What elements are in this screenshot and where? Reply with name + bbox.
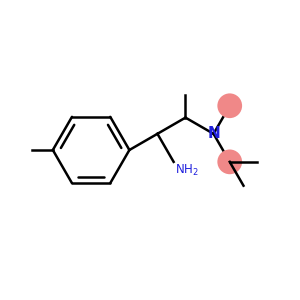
Text: N: N xyxy=(207,126,220,141)
Circle shape xyxy=(218,149,242,174)
Text: NH$_2$: NH$_2$ xyxy=(175,163,199,178)
Circle shape xyxy=(218,93,242,118)
